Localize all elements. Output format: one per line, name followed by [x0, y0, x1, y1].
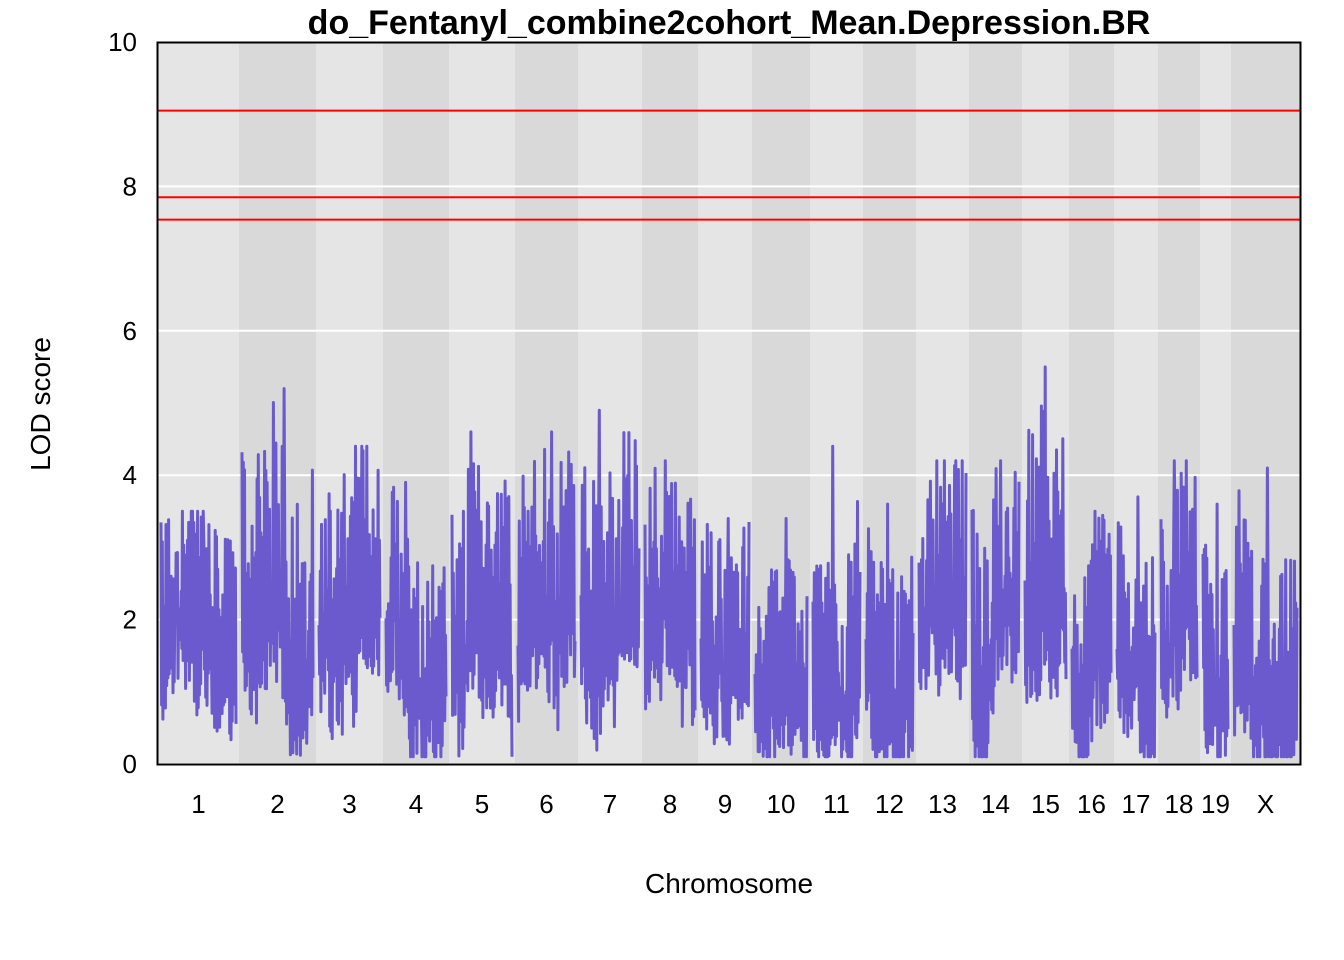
lod-line-chr-18	[1159, 459, 1199, 719]
y-tick-label: 2	[123, 605, 137, 635]
lod-line-chr-3	[317, 444, 382, 741]
lod-line-chr-6	[516, 430, 577, 732]
x-tick-label: 16	[1077, 789, 1106, 819]
x-tick-label: 6	[539, 789, 553, 819]
y-tick-label: 8	[123, 171, 137, 201]
y-tick-label: 6	[123, 316, 137, 346]
x-tick-label: 3	[342, 789, 356, 819]
lod-line-chr-8	[643, 459, 697, 728]
lod-line-chr-1	[159, 509, 238, 742]
lod-line-chr-10	[753, 517, 809, 759]
x-tick-label: 19	[1201, 789, 1230, 819]
lod-line-chr-15	[1023, 365, 1068, 704]
lod-line-chr-19	[1201, 502, 1230, 759]
y-tick-label: 4	[123, 460, 137, 490]
x-tick-label: 15	[1031, 789, 1060, 819]
x-tick-label: 9	[718, 789, 732, 819]
threshold-lines	[158, 109, 1300, 221]
x-axis: 1 2 3 4 5 6 7 8 9 10 11 12 13 14 15 16 17 18 19 X	[191, 789, 1274, 819]
x-tick-label: 18	[1165, 789, 1194, 819]
lod-series	[159, 365, 1299, 759]
lod-line-chr-7	[579, 408, 641, 752]
lod-line-chr-9	[699, 517, 751, 746]
lod-line-chr-4	[384, 480, 448, 759]
x-tick-label: X	[1257, 789, 1274, 819]
x-axis-title: Chromosome	[645, 868, 813, 899]
lod-line-chr-16	[1070, 509, 1113, 759]
x-tick-label: 11	[823, 789, 850, 819]
lod-line-chr-13	[917, 459, 968, 701]
x-tick-label: 2	[270, 789, 284, 819]
x-tick-label: 12	[875, 789, 904, 819]
plot-frame	[156, 41, 1302, 766]
x-tick-label: 8	[663, 789, 677, 819]
x-tick-label: 14	[981, 789, 1010, 819]
lod-line-chr-5	[450, 430, 514, 758]
y-tick-label: 0	[123, 749, 137, 779]
x-tick-label: 10	[767, 789, 796, 819]
lod-line-chr-2	[240, 387, 315, 757]
y-axis-title: LOD score	[25, 337, 56, 471]
x-tick-label: 17	[1122, 789, 1151, 819]
lod-line-chr-X	[1232, 466, 1299, 759]
y-axis: 0 2 4 6 8 10	[108, 27, 137, 779]
x-tick-label: 4	[409, 789, 423, 819]
x-tick-label: 7	[603, 789, 617, 819]
lod-line-chr-11	[811, 444, 862, 759]
lod-line-chr-14	[970, 459, 1021, 759]
x-tick-label: 13	[928, 789, 957, 819]
lod-line-chr-12	[864, 502, 915, 759]
chart-title: do_Fentanyl_combine2cohort_Mean.Depressi…	[308, 4, 1151, 42]
x-tick-label: 5	[475, 789, 489, 819]
lod-line-chr-17	[1115, 495, 1157, 759]
x-tick-label: 1	[191, 789, 205, 819]
y-tick-label: 10	[108, 27, 137, 57]
